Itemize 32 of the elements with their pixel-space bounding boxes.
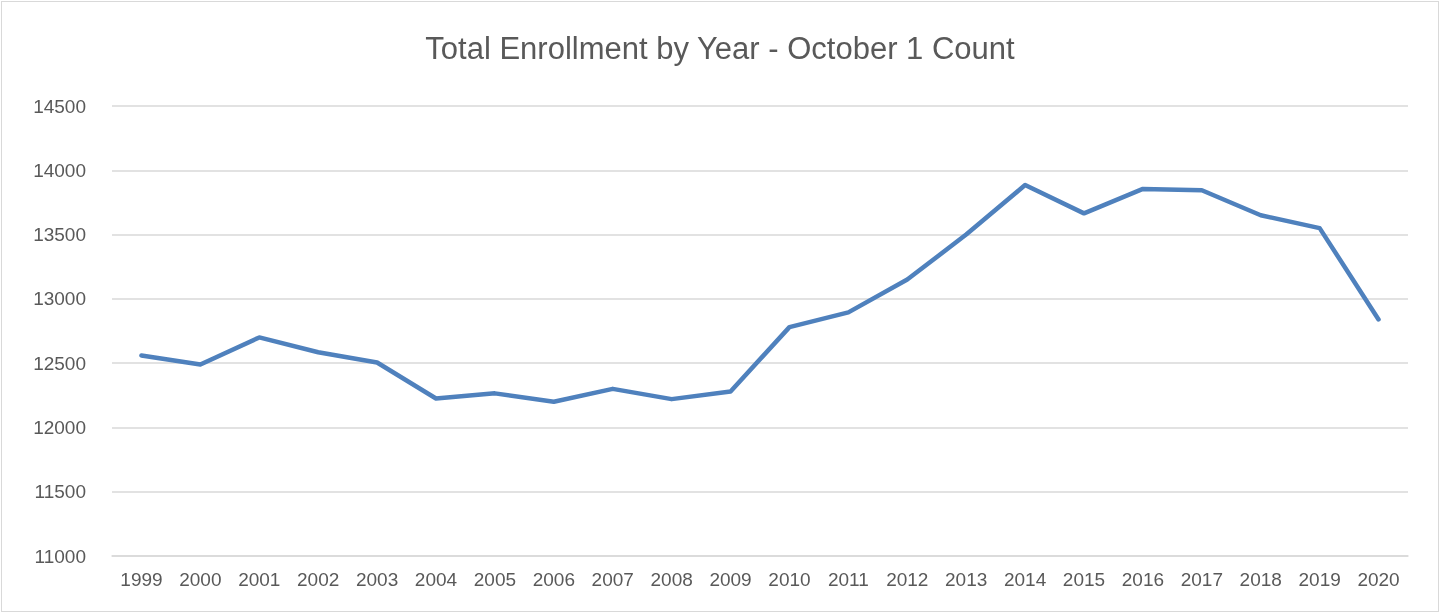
x-tick-label: 2007 — [591, 569, 634, 590]
x-tick-label: 2003 — [355, 569, 399, 590]
x-tick-label: 2014 — [1003, 569, 1047, 590]
y-tick-label: 14000 — [33, 159, 86, 181]
x-tick-label: 2020 — [1357, 569, 1400, 590]
x-tick-label: 2015 — [1062, 569, 1106, 590]
x-tick-label: 2009 — [709, 569, 752, 590]
x-tick-label: 2019 — [1298, 569, 1341, 590]
x-tick-label: 2011 — [827, 569, 869, 590]
line-series — [139, 182, 1381, 404]
x-tick-label: 1999 — [120, 569, 163, 590]
x-tick-label: 2000 — [179, 569, 222, 590]
x-tick-label: 2010 — [768, 569, 811, 590]
x-tick-label: 2016 — [1121, 569, 1165, 590]
x-tick-label: 2013 — [945, 569, 988, 590]
x-tick-label: 2005 — [473, 569, 517, 590]
chart-title: Total Enrollment by Year - October 1 Count — [425, 31, 1016, 66]
y-tick-label: 12000 — [33, 416, 86, 438]
y-tick-label: 12500 — [33, 352, 86, 374]
x-tick-label: 2012 — [886, 569, 929, 590]
x-tick-label: 2001 — [238, 569, 281, 590]
y-tick-label: 13500 — [33, 224, 86, 246]
x-tick-label: 2017 — [1180, 569, 1223, 590]
y-tick-label: 13000 — [33, 288, 86, 310]
x-tick-label: 2006 — [532, 569, 575, 590]
x-tick-label: 2002 — [297, 569, 340, 590]
x-tick-label: 2004 — [414, 569, 458, 590]
y-tick-label: 14500 — [33, 95, 86, 117]
y-tick-label: 11500 — [34, 481, 86, 503]
x-tick-label: 2018 — [1239, 569, 1282, 590]
y-tick-label: 11000 — [34, 545, 86, 567]
x-tick-label: 2008 — [650, 569, 693, 590]
